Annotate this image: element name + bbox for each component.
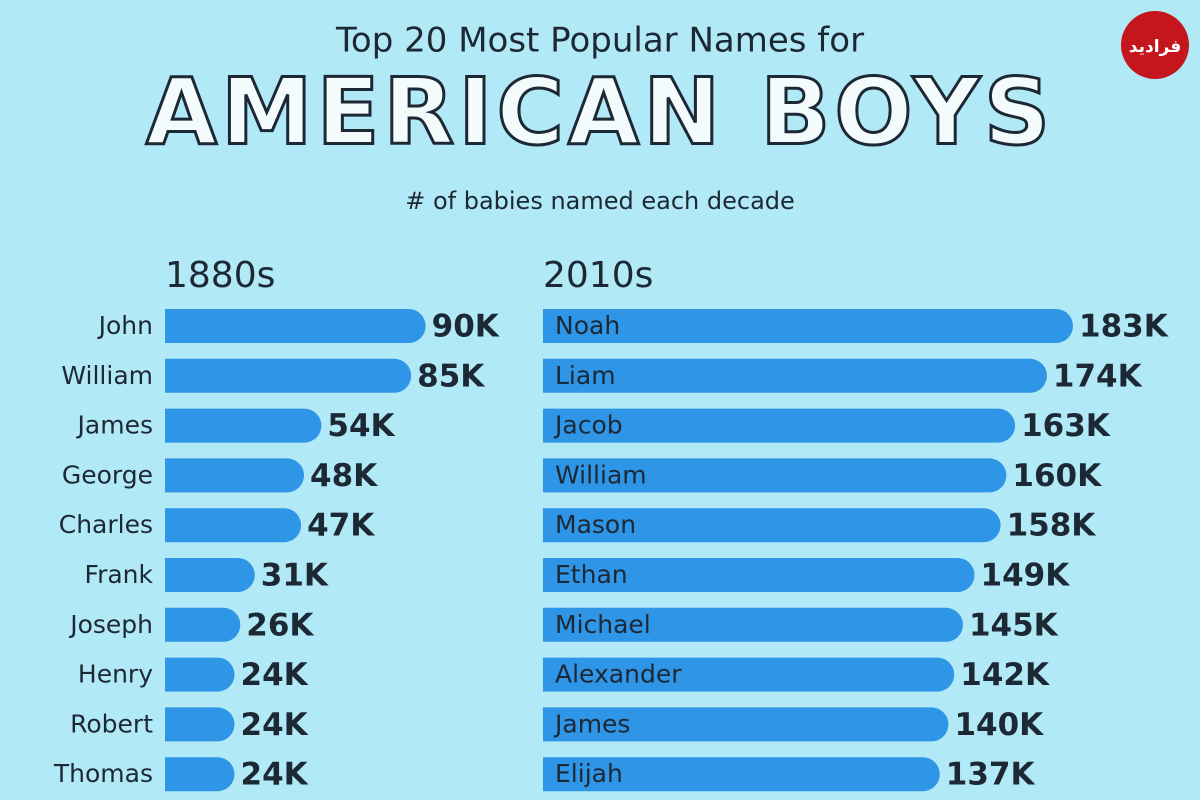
value-label: 24K [241,757,309,793]
category-label: Elijah [555,759,623,788]
value-label: 90K [432,309,500,345]
logo-badge [1121,11,1189,79]
bar [543,358,1047,393]
value-label: 158K [1007,508,1097,544]
value-label: 31K [261,558,329,594]
category-label: Henry [78,660,153,689]
heading: AMERICAN BOYS [146,58,1054,165]
value-label: 183K [1079,309,1169,345]
bar [165,607,241,642]
bar [543,508,1001,543]
subtitle: # of babies named each decade [405,187,795,215]
value-label: 163K [1021,408,1111,444]
value-label: 174K [1053,358,1143,394]
bar [165,358,412,393]
value-label: 48K [310,458,378,494]
bar [165,408,322,443]
category-label: William [555,460,647,489]
value-label: 160K [1012,458,1102,494]
bar [165,458,305,493]
value-label: 24K [241,707,309,743]
value-label: 142K [960,657,1050,693]
value-label: 149K [981,558,1071,594]
category-label: Joseph [68,610,153,639]
category-label: Jacob [553,411,623,440]
bar [543,657,955,692]
category-label: Michael [555,610,651,639]
bar [543,607,963,642]
panel-title: 2010s [543,255,653,296]
bar [165,508,302,543]
value-label: 54K [327,408,395,444]
bar [543,757,940,792]
category-label: Noah [555,311,620,340]
category-label: John [97,311,153,340]
title: Top 20 Most Popular Names for [335,21,864,61]
category-label: Alexander [555,660,682,689]
bar [543,309,1073,343]
bar [165,309,426,343]
value-label: 47K [307,508,375,544]
bar [165,558,255,592]
category-label: Robert [70,709,153,738]
category-label: William [61,361,153,390]
value-label: 26K [246,607,314,643]
logo-text: فرادید [1129,37,1181,57]
category-label: Mason [555,510,636,539]
bar [543,458,1007,493]
panel-title: 1880s [165,255,275,296]
category-label: Frank [85,560,154,589]
category-label: James [553,709,630,738]
value-label: 145K [969,607,1059,643]
bar [543,707,949,742]
value-label: 24K [241,657,309,693]
bar [543,558,975,592]
bar [165,657,235,692]
category-label: James [76,411,153,440]
category-label: Thomas [53,759,153,788]
category-label: Ethan [555,560,628,589]
category-label: Liam [555,361,616,390]
value-label: 85K [417,358,485,394]
bar [543,408,1016,443]
value-label: 137K [946,757,1036,793]
value-label: 140K [954,707,1044,743]
category-label: George [62,460,153,489]
bar [165,757,235,792]
category-label: Charles [59,510,153,539]
bar [165,707,235,742]
